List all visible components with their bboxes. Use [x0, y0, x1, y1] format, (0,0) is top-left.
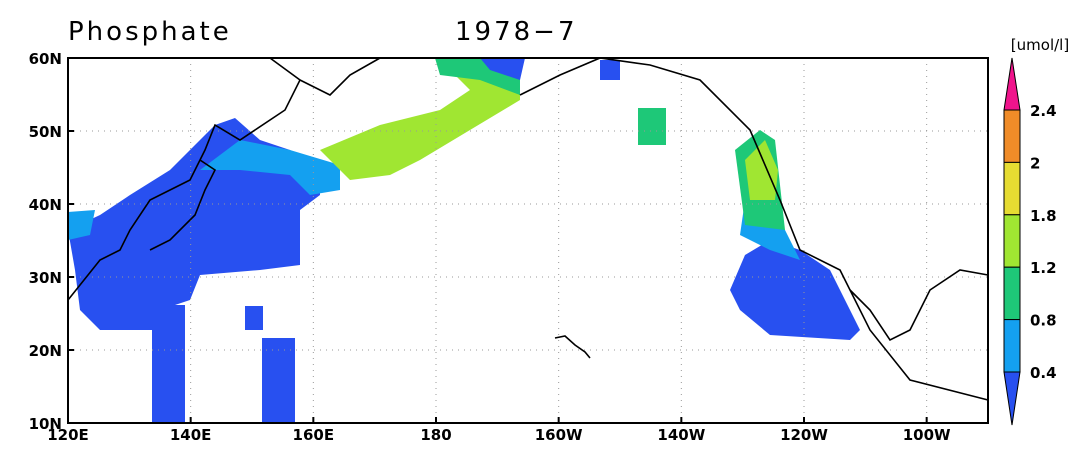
lon-tick-label: 160W	[535, 426, 583, 444]
colorbar-label: 0.4	[1030, 364, 1057, 382]
data-field	[68, 210, 95, 240]
data-field	[745, 140, 778, 200]
lat-tick-label: 50N	[29, 123, 62, 141]
coast-gulf	[849, 269, 989, 342]
colorbar-box	[1003, 214, 1021, 268]
coast-japan	[149, 159, 217, 251]
data-field	[245, 306, 263, 330]
colorbar-box	[1003, 109, 1021, 163]
lon-tick-label: 100W	[903, 426, 951, 444]
colorbar: 2.4 2 1.8 1.2 0.8 0.4	[1003, 57, 1057, 426]
lon-tick-label: 120W	[780, 426, 828, 444]
colorbar-label: 2.4	[1030, 102, 1057, 120]
lat-tick-label: 60N	[29, 50, 62, 68]
date: 1978−7	[455, 17, 578, 47]
axis-labels: 120E 140E 160E 180 160W 140W 120W 100W 10N 20N 30N…	[29, 50, 951, 444]
lon-tick-label: 140W	[657, 426, 705, 444]
map-frame	[67, 57, 989, 424]
lat-tick-label: 10N	[29, 415, 62, 433]
colorbar-unit: [umol/l]	[1011, 36, 1069, 54]
coast-kamchatka	[299, 57, 381, 96]
colorbar-label: 0.8	[1030, 312, 1057, 330]
lat-tick-label: 40N	[29, 196, 62, 214]
lat-tick-label: 20N	[29, 342, 62, 360]
colorbar-box	[1003, 266, 1021, 321]
colorbar-triangle	[1003, 57, 1021, 111]
data-field	[320, 60, 520, 180]
data-field	[480, 58, 525, 80]
colorbar-label: 1.2	[1030, 259, 1057, 277]
colorbar-label: 2	[1030, 154, 1040, 172]
data-field	[600, 60, 620, 80]
grid	[68, 58, 988, 423]
lon-tick-label: 160E	[293, 426, 335, 444]
coastlines	[67, 57, 989, 401]
data-field	[730, 240, 860, 340]
coast-hawaii	[554, 335, 591, 359]
data-fields	[68, 58, 860, 423]
colorbar-box	[1003, 319, 1021, 373]
lon-tick-label: 140E	[170, 426, 212, 444]
coast-asia	[67, 57, 302, 301]
data-field	[200, 140, 340, 195]
coast-north-america	[519, 57, 989, 401]
data-field	[152, 305, 185, 423]
title: Phosphate	[68, 17, 232, 47]
data-field	[262, 338, 295, 423]
colorbar-box	[1003, 161, 1021, 216]
colorbar-label: 1.8	[1030, 207, 1057, 225]
colorbar-triangle	[1003, 371, 1021, 426]
data-field	[638, 108, 666, 145]
lon-tick-label: 180	[420, 426, 451, 444]
lon-tick-label: 120E	[47, 426, 89, 444]
lat-tick-label: 30N	[29, 269, 62, 287]
